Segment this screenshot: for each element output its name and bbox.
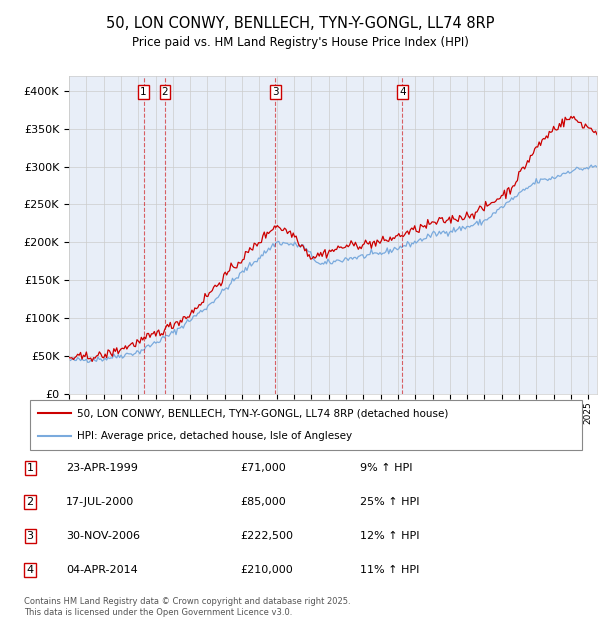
Text: 9% ↑ HPI: 9% ↑ HPI: [360, 463, 413, 473]
Text: 1: 1: [26, 463, 34, 473]
Text: Contains HM Land Registry data © Crown copyright and database right 2025.
This d: Contains HM Land Registry data © Crown c…: [24, 598, 350, 617]
Text: 04-APR-2014: 04-APR-2014: [66, 565, 138, 575]
Text: 12% ↑ HPI: 12% ↑ HPI: [360, 531, 419, 541]
Text: £210,000: £210,000: [240, 565, 293, 575]
Text: Price paid vs. HM Land Registry's House Price Index (HPI): Price paid vs. HM Land Registry's House …: [131, 36, 469, 49]
Text: 3: 3: [272, 87, 278, 97]
Text: 30-NOV-2006: 30-NOV-2006: [66, 531, 140, 541]
Text: 23-APR-1999: 23-APR-1999: [66, 463, 138, 473]
Text: HPI: Average price, detached house, Isle of Anglesey: HPI: Average price, detached house, Isle…: [77, 431, 352, 441]
Text: 11% ↑ HPI: 11% ↑ HPI: [360, 565, 419, 575]
Text: 3: 3: [26, 531, 34, 541]
Text: 2: 2: [161, 87, 168, 97]
Text: 4: 4: [26, 565, 34, 575]
Text: £85,000: £85,000: [240, 497, 286, 507]
Text: £222,500: £222,500: [240, 531, 293, 541]
Text: 50, LON CONWY, BENLLECH, TYN-Y-GONGL, LL74 8RP: 50, LON CONWY, BENLLECH, TYN-Y-GONGL, LL…: [106, 16, 494, 30]
Text: 17-JUL-2000: 17-JUL-2000: [66, 497, 134, 507]
FancyBboxPatch shape: [30, 400, 582, 450]
Text: 1: 1: [140, 87, 147, 97]
Text: £71,000: £71,000: [240, 463, 286, 473]
Text: 25% ↑ HPI: 25% ↑ HPI: [360, 497, 419, 507]
Text: 4: 4: [399, 87, 406, 97]
Text: 50, LON CONWY, BENLLECH, TYN-Y-GONGL, LL74 8RP (detached house): 50, LON CONWY, BENLLECH, TYN-Y-GONGL, LL…: [77, 409, 448, 419]
Text: 2: 2: [26, 497, 34, 507]
